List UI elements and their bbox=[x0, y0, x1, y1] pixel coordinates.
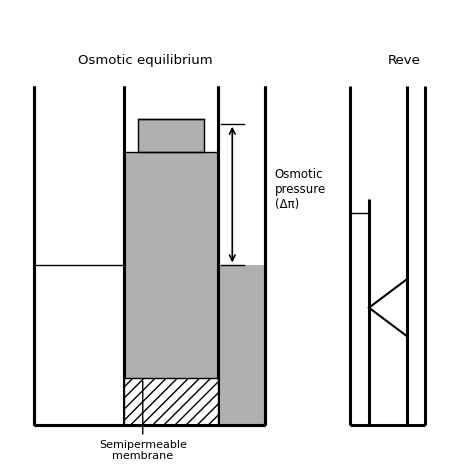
Bar bbox=[218, 265, 265, 426]
Bar bbox=[138, 119, 204, 152]
Text: Osmotic
pressure
(Δπ): Osmotic pressure (Δπ) bbox=[275, 168, 326, 211]
Text: Osmotic equilibrium: Osmotic equilibrium bbox=[78, 55, 212, 67]
Bar bbox=[124, 378, 218, 426]
Text: Semipermeable
membrane: Semipermeable membrane bbox=[99, 381, 187, 461]
Text: Reve: Reve bbox=[388, 55, 420, 67]
Bar bbox=[124, 152, 218, 378]
